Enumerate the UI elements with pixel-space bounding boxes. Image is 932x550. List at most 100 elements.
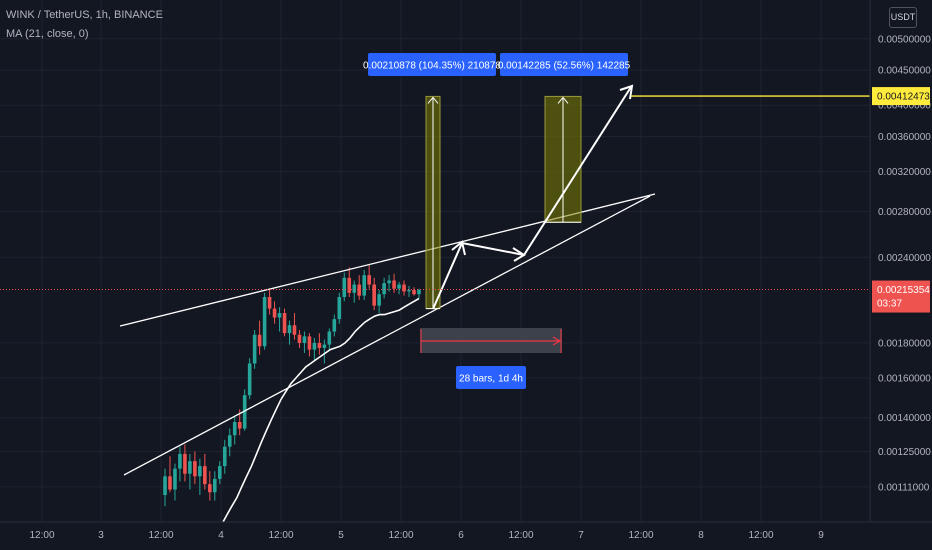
candle-up — [302, 336, 307, 343]
time-tick-label: 12:00 — [268, 530, 293, 541]
candle-down — [203, 466, 207, 485]
projection-arrowhead-1 — [451, 240, 466, 256]
time-tick-label: 12:00 — [508, 530, 533, 541]
price-tick-label: 0.00360000 — [878, 132, 931, 143]
candle-up — [213, 478, 217, 493]
candle-down — [357, 284, 362, 296]
time-tick-label: 3 — [98, 530, 104, 541]
candle-down — [237, 422, 242, 429]
price-tick-label: 0.00450000 — [878, 66, 931, 77]
measure-label-1-text: 0.00210878 (104.35%) 210878 — [363, 61, 501, 72]
candle-up — [178, 453, 182, 469]
price-tick-label: 0.00111000 — [878, 482, 930, 493]
price-tick-label: 0.00140000 — [878, 413, 931, 424]
candle-down — [297, 334, 302, 343]
symbol-legend[interactable]: WINK / TetherUS, 1h, BINANCE — [6, 9, 163, 21]
candle-up — [188, 461, 192, 474]
time-tick-label: 4 — [218, 530, 224, 541]
target-price-tag: 0.00412473 — [872, 87, 930, 106]
price-tags: 0.00412473 0.00215354 03:37 — [872, 87, 930, 313]
current-price-tag-text: 0.00215354 — [877, 285, 930, 296]
price-tick-label: 0.00180000 — [878, 338, 931, 349]
measure-arrowhead-1 — [427, 96, 439, 104]
candle-up — [277, 313, 282, 318]
time-axis-labels: 12:00 3 12:00 4 12:00 5 12:00 6 12:00 7 12:00 8 12:0… — [29, 530, 824, 541]
candle-up — [342, 277, 347, 298]
candle-down — [402, 284, 406, 292]
indicator-legend[interactable]: MA (21, close, 0) — [6, 28, 89, 40]
target-price-tag-bg — [872, 87, 930, 106]
current-price-tag: 0.00215354 03:37 — [872, 280, 930, 313]
candle-up — [227, 435, 232, 447]
projection-arrowhead-3 — [619, 84, 634, 100]
time-tick-label: 5 — [338, 530, 344, 541]
candle-down — [392, 280, 396, 289]
time-tick-label: 12:00 — [148, 530, 173, 541]
candle-up — [222, 446, 227, 467]
price-axis[interactable] — [870, 0, 932, 522]
support-trendline[interactable] — [123, 195, 651, 476]
time-tick-label: 12:00 — [29, 530, 54, 541]
time-tick-label: 6 — [458, 530, 464, 541]
measure-label-1[interactable]: 0.00210878 (104.35%) 210878 — [363, 53, 501, 76]
price-tick-label: 0.00240000 — [878, 253, 931, 264]
candle-up — [198, 466, 202, 477]
candle-up — [242, 395, 247, 429]
price-tick-label: 0.00500000 — [878, 34, 931, 45]
time-tick-label: 7 — [578, 530, 584, 541]
candle-down — [347, 277, 352, 293]
measure-label-2[interactable]: 0.00142285 (52.56%) 142285 — [498, 53, 631, 76]
time-tick-label: 9 — [818, 530, 824, 541]
target-price-tag-text: 0.00412473 — [877, 92, 930, 103]
candle-down — [412, 290, 416, 295]
price-axis-labels: 0.00111000 0.00125000 0.00140000 0.00160000… — [878, 34, 931, 493]
candle-down — [317, 342, 322, 348]
price-tick-label: 0.00320000 — [878, 167, 931, 178]
candle-up — [397, 284, 401, 289]
candlestick-series — [163, 264, 421, 507]
candle-up — [337, 297, 342, 320]
price-tick-label: 0.00280000 — [878, 207, 931, 218]
candle-down — [267, 297, 272, 309]
measure-label-2-bg — [500, 53, 628, 76]
range-measure-arrowhead — [552, 336, 562, 346]
candle-up — [387, 280, 391, 284]
candle-up — [247, 363, 252, 396]
current-price-tag-bg — [872, 280, 930, 313]
candle-down — [292, 325, 297, 335]
range-measure-label[interactable]: 28 bars, 1d 4h — [456, 366, 526, 389]
candle-down — [168, 476, 172, 490]
candle-up — [332, 319, 337, 332]
time-tick-label: 12:00 — [388, 530, 413, 541]
projection-path[interactable] — [432, 86, 632, 310]
measure-label-2-text: 0.00142285 (52.56%) 142285 — [498, 61, 631, 72]
candle-up — [217, 466, 222, 479]
candle-up — [327, 331, 332, 345]
candle-down — [257, 334, 262, 347]
candle-up — [377, 294, 381, 306]
candle-up — [232, 422, 237, 436]
candle-down — [193, 461, 197, 477]
candle-up — [312, 342, 317, 350]
candle-up — [287, 325, 292, 334]
time-tick-label: 8 — [698, 530, 704, 541]
time-axis[interactable] — [0, 522, 932, 550]
currency-button[interactable]: USDT — [889, 7, 917, 28]
candle-up — [407, 290, 411, 292]
price-tick-label: 0.00160000 — [878, 373, 931, 384]
measure-arrowhead-2 — [557, 96, 569, 104]
candle-up — [352, 284, 357, 293]
candle-up — [262, 297, 267, 347]
ma-line — [221, 297, 420, 525]
candle-up — [382, 283, 386, 295]
range-measure-label-text: 28 bars, 1d 4h — [459, 374, 523, 385]
candle-up — [362, 275, 366, 296]
current-price-countdown: 03:37 — [877, 299, 902, 310]
projection-arrowhead-2 — [512, 247, 526, 262]
candle-up — [417, 290, 421, 295]
price-tick-label: 0.00400000 — [878, 101, 931, 112]
candle-down — [367, 275, 371, 285]
